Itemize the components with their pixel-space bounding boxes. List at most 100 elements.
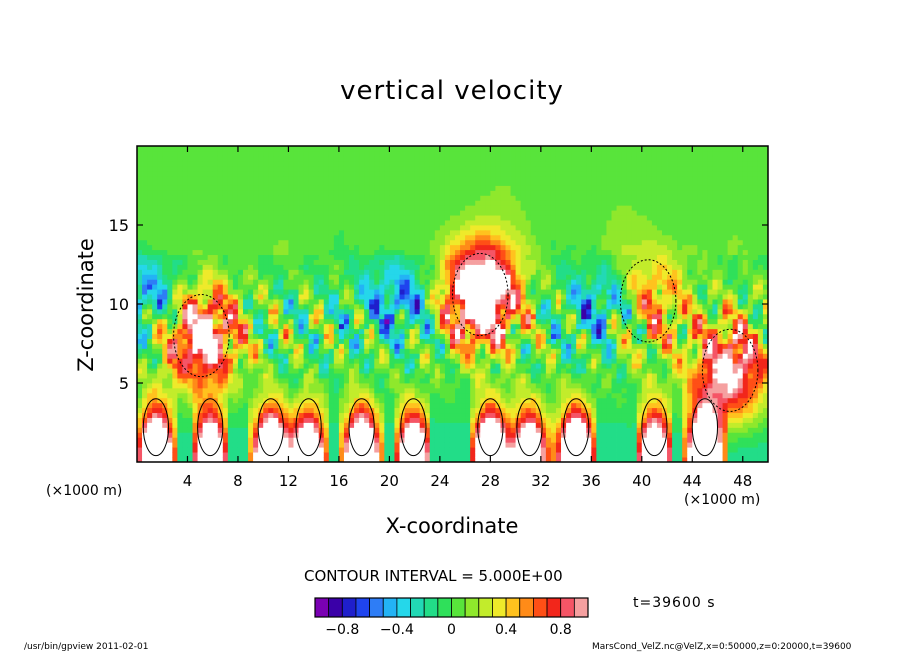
heatmap-cell <box>258 457 264 463</box>
heatmap-cell <box>243 239 249 246</box>
heatmap-cell <box>328 150 335 157</box>
heatmap-cell <box>328 383 335 389</box>
heatmap-cell <box>273 407 279 414</box>
heatmap-cell <box>283 348 289 354</box>
heatmap-cell <box>212 259 219 265</box>
heatmap-cell <box>490 313 496 320</box>
heatmap-cell <box>152 249 158 256</box>
heatmap-cell <box>364 457 370 463</box>
heatmap-cell <box>197 338 204 344</box>
heatmap-cell <box>399 338 405 344</box>
heatmap-cell <box>207 442 214 448</box>
heatmap-cell <box>227 225 234 231</box>
heatmap-cell <box>379 170 385 177</box>
heatmap-cell <box>172 402 178 409</box>
heatmap-cell <box>147 180 153 186</box>
heatmap-cell <box>404 225 410 231</box>
heatmap-cell <box>510 412 516 418</box>
heatmap-cell <box>212 422 219 428</box>
heatmap-cell <box>263 165 269 172</box>
heatmap-cell <box>475 363 481 369</box>
heatmap-cell <box>227 452 234 458</box>
heatmap-cell <box>293 378 299 384</box>
heatmap-cell <box>424 432 431 438</box>
heatmap-cell <box>374 373 380 379</box>
heatmap-cell <box>374 338 380 344</box>
heatmap-cell <box>308 373 315 379</box>
heatmap-cell <box>389 269 395 275</box>
heatmap-cell <box>465 269 471 275</box>
heatmap-cell <box>162 452 168 458</box>
heatmap-cell <box>222 210 229 216</box>
heatmap-cell <box>162 155 168 162</box>
heatmap-cell <box>495 392 501 399</box>
heatmap-cell <box>455 333 461 339</box>
heatmap-cell <box>444 348 451 354</box>
heatmap-cell <box>333 452 340 458</box>
heatmap-cell <box>177 195 183 201</box>
heatmap-cell <box>414 150 421 157</box>
heatmap-cell <box>308 155 315 162</box>
heatmap-cell <box>414 402 421 409</box>
heatmap-cell <box>263 205 269 211</box>
heatmap-cell <box>182 333 188 339</box>
heatmap-cell <box>429 254 436 260</box>
heatmap-cell <box>328 284 335 290</box>
heatmap-cell <box>258 205 264 211</box>
heatmap-cell <box>182 397 188 404</box>
heatmap-cell <box>505 442 511 448</box>
heatmap-cell <box>263 289 269 295</box>
heatmap-cell <box>384 229 390 236</box>
heatmap-cell <box>142 397 148 404</box>
heatmap-cell <box>202 333 209 339</box>
heatmap-cell <box>349 427 355 433</box>
heatmap-cell <box>253 190 259 196</box>
heatmap-cell <box>409 333 416 339</box>
heatmap-cell <box>495 353 501 359</box>
heatmap-cell <box>460 249 466 256</box>
heatmap-cell <box>455 249 461 256</box>
heatmap-cell <box>333 338 340 344</box>
heatmap-cell <box>313 244 320 251</box>
heatmap-cell <box>389 264 395 270</box>
heatmap-cell <box>434 392 441 399</box>
heatmap-cell <box>237 274 244 280</box>
heatmap-cell <box>147 200 153 206</box>
heatmap-cell <box>480 392 486 399</box>
heatmap-cell <box>475 239 481 246</box>
heatmap-cell <box>237 215 244 221</box>
heatmap-cell <box>192 254 198 260</box>
heatmap-cell <box>217 323 224 330</box>
heatmap-cell <box>399 254 405 260</box>
heatmap-cell <box>338 402 345 409</box>
heatmap-cell <box>495 215 501 221</box>
heatmap-cell <box>354 220 360 226</box>
heatmap-cell <box>333 239 340 246</box>
heatmap-cell <box>217 402 224 409</box>
heatmap-cell <box>318 412 325 418</box>
heatmap-cell <box>177 254 183 260</box>
heatmap-cell <box>142 452 148 458</box>
heatmap-cell <box>278 383 284 389</box>
heatmap-cell <box>338 457 345 463</box>
heatmap-cell <box>187 165 193 172</box>
heatmap-cell <box>444 318 451 325</box>
heatmap-cell <box>429 457 436 463</box>
heatmap-cell <box>152 308 158 315</box>
heatmap-cell <box>303 190 310 196</box>
heatmap-cell <box>248 234 254 241</box>
heatmap-cell <box>288 308 294 315</box>
heatmap-cell <box>167 437 173 443</box>
heatmap-cell <box>434 437 441 443</box>
heatmap-cell <box>404 313 410 320</box>
heatmap-cell <box>308 432 315 438</box>
heatmap-cell <box>480 190 486 196</box>
heatmap-cell <box>313 383 320 389</box>
heatmap-cell <box>323 387 330 394</box>
heatmap-cell <box>444 323 451 330</box>
heatmap-cell <box>475 215 481 221</box>
heatmap-cell <box>212 160 219 167</box>
heatmap-cell <box>293 343 299 349</box>
heatmap-cell <box>359 457 365 463</box>
heatmap-cell <box>303 338 310 344</box>
